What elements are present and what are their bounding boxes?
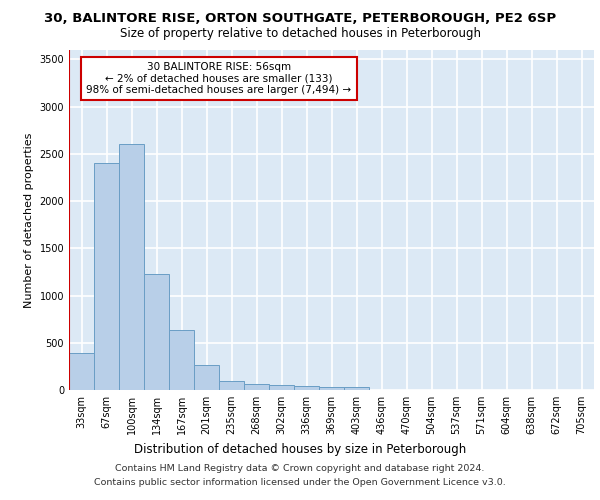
Text: Distribution of detached houses by size in Peterborough: Distribution of detached houses by size … — [134, 442, 466, 456]
Text: 30, BALINTORE RISE, ORTON SOUTHGATE, PETERBOROUGH, PE2 6SP: 30, BALINTORE RISE, ORTON SOUTHGATE, PET… — [44, 12, 556, 26]
Text: Contains public sector information licensed under the Open Government Licence v3: Contains public sector information licen… — [94, 478, 506, 487]
Text: Size of property relative to detached houses in Peterborough: Size of property relative to detached ho… — [119, 28, 481, 40]
Bar — [119, 144, 144, 390]
Bar — [169, 330, 194, 390]
Bar — [219, 380, 244, 390]
Bar — [269, 385, 294, 390]
Bar — [344, 387, 369, 390]
Bar — [94, 164, 119, 390]
Bar — [144, 274, 169, 390]
Bar — [319, 386, 344, 390]
Text: Contains HM Land Registry data © Crown copyright and database right 2024.: Contains HM Land Registry data © Crown c… — [115, 464, 485, 473]
Y-axis label: Number of detached properties: Number of detached properties — [24, 132, 34, 308]
Bar — [294, 386, 319, 390]
Bar — [244, 384, 269, 390]
Text: 30 BALINTORE RISE: 56sqm
← 2% of detached houses are smaller (133)
98% of semi-d: 30 BALINTORE RISE: 56sqm ← 2% of detache… — [86, 62, 352, 95]
Bar — [69, 353, 94, 390]
Bar — [194, 366, 219, 390]
